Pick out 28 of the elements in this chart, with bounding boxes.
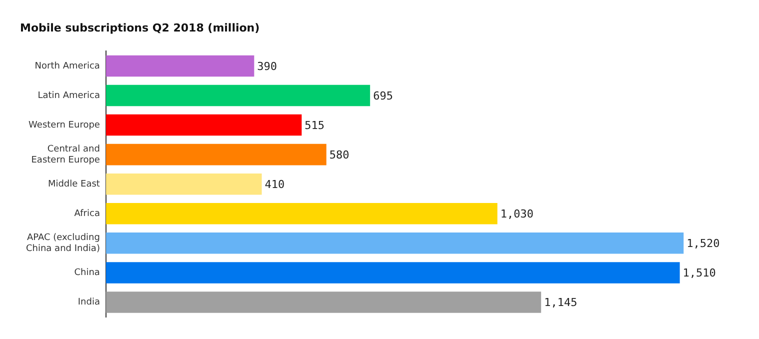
data-label: 1,520 — [686, 237, 720, 250]
bar — [106, 203, 498, 224]
data-label: 695 — [373, 89, 393, 102]
y-tick-label: China — [74, 268, 100, 278]
y-tick-label: Latin America — [38, 90, 100, 101]
bar — [106, 55, 254, 77]
y-tick-label: North America — [34, 61, 100, 72]
bar — [106, 292, 542, 313]
bar — [106, 84, 370, 106]
y-tick-label: APAC (excluding China and India) — [26, 233, 100, 254]
bar — [106, 262, 680, 284]
y-tick-label: Middle East — [48, 179, 100, 190]
data-label: 580 — [329, 148, 350, 162]
data-label: 1,145 — [544, 296, 578, 310]
y-tick-label: Africa — [74, 208, 100, 219]
data-label: 1,030 — [500, 207, 534, 220]
chart-title: Mobile subscriptions Q2 2018 (million) — [20, 21, 260, 34]
data-label: 410 — [264, 178, 285, 191]
data-label: 390 — [257, 60, 278, 73]
y-tick-label: Western Europe — [28, 120, 100, 130]
bar — [106, 232, 684, 254]
y-tick-label: India — [78, 298, 100, 308]
y-tick-label: Central and Eastern Europe — [31, 144, 100, 166]
bar — [106, 144, 326, 166]
data-label: 1,510 — [682, 266, 716, 280]
bar — [106, 114, 302, 136]
bar — [106, 173, 262, 195]
data-label: 515 — [304, 118, 325, 132]
